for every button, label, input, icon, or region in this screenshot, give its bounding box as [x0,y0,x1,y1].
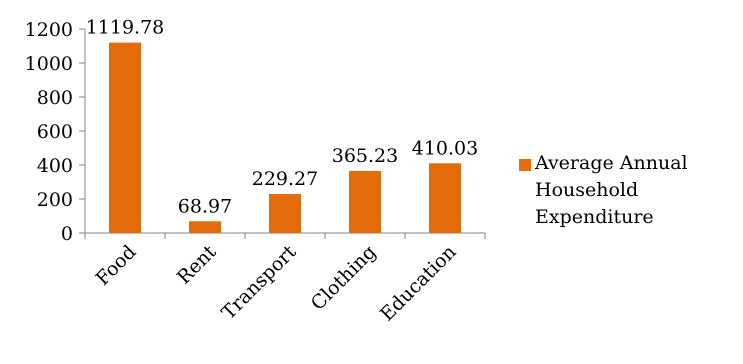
data-label-transport: 229.27 [252,168,318,190]
y-tick-label: 0 [61,223,73,245]
bar-transport [269,194,301,233]
data-label-food: 1119.78 [86,17,165,39]
x-axis [84,232,486,239]
bar-clothing [349,170,381,233]
y-tick-label: 1200 [25,19,73,41]
y-tick-label: 400 [37,155,73,177]
legend: Average Annual Household Expenditure [519,150,740,231]
bars [109,42,461,233]
bar-food [109,42,141,233]
y-axis: 0 200 400 600 800 1000 1200 [25,19,86,245]
bar-rent [189,221,221,233]
y-tick-label: 200 [37,189,73,211]
y-tick-label: 600 [37,121,73,143]
category-label-food: Food [92,241,141,290]
data-label-clothing: 365.23 [332,145,398,167]
category-label-transport: Transport [218,241,301,324]
category-label-rent: Rent [173,241,221,289]
data-label-rent: 68.97 [178,195,232,217]
legend-swatch [519,159,531,171]
y-tick-label: 800 [37,87,73,109]
category-label-education: Education [376,241,461,326]
y-tick-label: 1000 [25,53,73,75]
data-labels: 1119.78 68.97 229.27 365.23 410.03 [86,17,479,218]
data-label-education: 410.03 [412,137,478,159]
legend-series-label: Average Annual Household Expenditure [535,152,688,228]
category-label-clothing: Clothing [307,241,381,315]
bar-education [429,163,461,233]
